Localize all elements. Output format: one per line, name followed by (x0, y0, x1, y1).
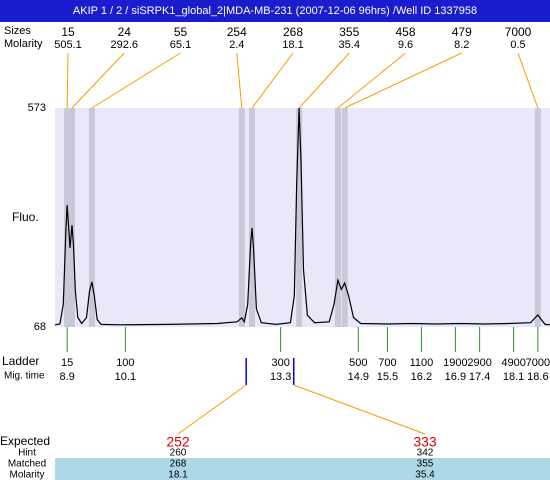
peak-band (64, 108, 71, 327)
ladder-size: 1900 (443, 357, 467, 369)
y-tick-label: 68 (34, 321, 46, 333)
expected-size: 252 (166, 434, 190, 450)
ladder-time: 13.3 (270, 371, 291, 383)
ladder-label: Ladder (2, 354, 39, 368)
peak-size: 268 (283, 25, 303, 39)
expected-label: Expected (0, 434, 50, 448)
peak-connector (337, 52, 406, 109)
peak-connector (344, 52, 462, 109)
ladder-time: 18.1 (503, 371, 524, 383)
peak-size: 355 (339, 25, 359, 39)
molarity-row (55, 469, 550, 480)
matched-row (55, 458, 550, 469)
ladder-time: 16.2 (411, 371, 432, 383)
molarity-label: Molarity (4, 38, 43, 50)
peak-connector (251, 52, 294, 109)
peak-connector (71, 52, 125, 109)
ladder-time: 14.9 (348, 371, 369, 383)
peak-molarity: 505.1 (54, 39, 82, 51)
peak-band (534, 108, 541, 327)
matched-label: Matched (8, 459, 46, 470)
expected-size: 333 (413, 434, 437, 450)
peak-molarity: 2.4 (229, 39, 244, 51)
matched-size: 355 (417, 459, 434, 470)
ladder-size: 700 (378, 357, 396, 369)
ladder-size: 2900 (467, 357, 491, 369)
peak-connector (91, 52, 181, 109)
ladder-time: 15.5 (377, 371, 398, 383)
matched-molarity: 18.1 (168, 470, 188, 480)
y-tick-label: 573 (28, 102, 46, 114)
peak-connector (236, 52, 243, 109)
peak-connector (66, 52, 69, 109)
peak-molarity: 9.6 (398, 39, 413, 51)
peak-molarity: 0.5 (510, 39, 525, 51)
peak-band (238, 108, 245, 327)
peak-size: 55 (174, 25, 188, 39)
peak-size: 24 (118, 25, 132, 39)
ladder-size: 15 (61, 357, 73, 369)
ladder-time: 17.4 (469, 371, 490, 383)
matched-molarity: 35.4 (415, 470, 435, 480)
ladder-size: 300 (271, 357, 289, 369)
peak-band (341, 108, 348, 327)
title: AKIP 1 / 2 / siSRPK1_global_2|MDA-MB-231… (73, 5, 477, 17)
ladder-size: 4900 (501, 357, 525, 369)
hint-label: Hint (18, 448, 36, 459)
ladder-size: 100 (116, 357, 134, 369)
ladder-size: 7000 (526, 357, 550, 369)
ladder-time: 10.1 (115, 371, 136, 383)
ladder-time: 16.9 (445, 371, 466, 383)
peak-molarity: 65.1 (170, 39, 191, 51)
peak-size: 479 (452, 25, 472, 39)
ladder-size: 500 (349, 357, 367, 369)
expected-connector (177, 384, 247, 435)
trace (54, 107, 550, 326)
sizes-label: Sizes (4, 25, 31, 37)
expected-connector (293, 384, 426, 435)
molarity-row-label: Molarity (9, 470, 44, 480)
peak-molarity: 18.1 (282, 39, 303, 51)
hint-size: 342 (417, 448, 434, 459)
y-axis-label: Fluo. (12, 210, 39, 224)
peak-size: 254 (227, 25, 247, 39)
peak-molarity: 8.2 (454, 39, 469, 51)
ladder-time: 8.9 (59, 371, 74, 383)
peak-band (334, 108, 341, 327)
title-bar (0, 0, 550, 22)
peak-connector (298, 52, 350, 109)
peak-band (249, 108, 256, 327)
peak-connector (517, 52, 539, 109)
peak-band (88, 108, 95, 327)
peak-molarity: 35.4 (339, 39, 360, 51)
hint-size: 260 (170, 448, 187, 459)
ladder-size: 1100 (410, 357, 434, 369)
matched-size: 268 (170, 459, 187, 470)
peak-size: 458 (395, 25, 415, 39)
peak-size: 7000 (505, 25, 532, 39)
ladder-time: 18.6 (527, 371, 548, 383)
peak-band (296, 108, 303, 327)
peak-size: 15 (61, 25, 75, 39)
mig-time-label: Mig. time (4, 371, 45, 382)
peak-molarity: 292.6 (110, 39, 138, 51)
peak-band (68, 108, 75, 327)
